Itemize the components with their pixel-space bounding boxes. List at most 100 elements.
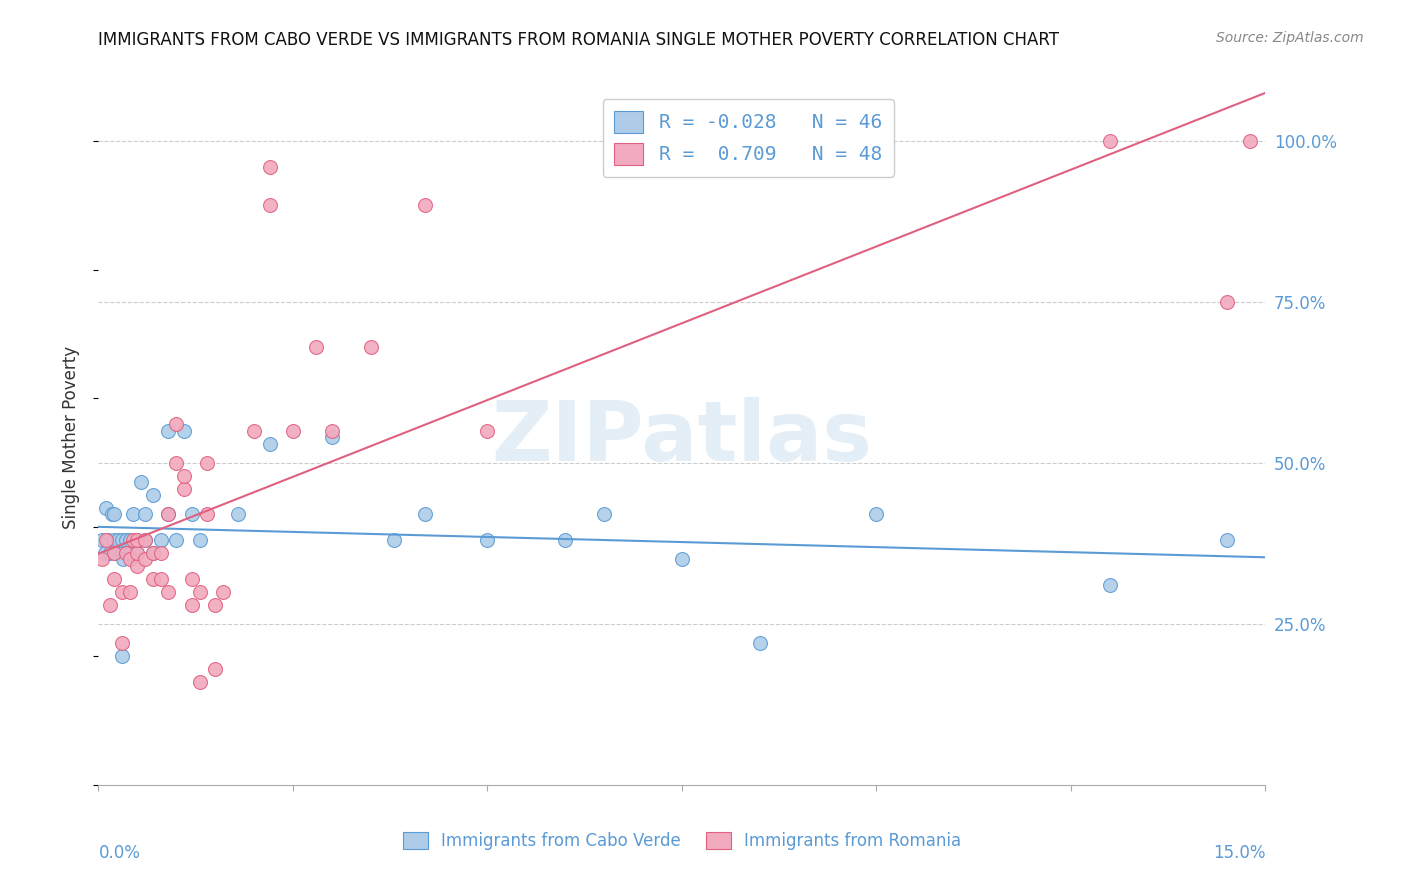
Point: [111, 533, 134, 548]
Point: [91, 552, 114, 566]
Point: [134, 533, 156, 548]
Text: 0.0%: 0.0%: [98, 844, 141, 862]
Point: [98, 598, 121, 612]
Point: [413, 508, 436, 522]
Point: [96, 533, 118, 548]
Point: [149, 546, 172, 560]
Point: [157, 508, 180, 522]
Point: [93, 546, 115, 560]
Point: [865, 508, 887, 522]
Point: [127, 533, 149, 548]
Point: [173, 482, 195, 496]
Point: [107, 533, 129, 548]
Point: [127, 558, 149, 573]
Point: [1098, 134, 1121, 148]
Point: [157, 424, 180, 438]
Text: ZIPatlas: ZIPatlas: [492, 397, 872, 477]
Point: [134, 533, 156, 548]
Point: [118, 552, 141, 566]
Text: 15.0%: 15.0%: [1213, 844, 1265, 862]
Point: [477, 424, 499, 438]
Point: [142, 546, 165, 560]
Point: [157, 584, 180, 599]
Point: [173, 424, 195, 438]
Point: [142, 572, 165, 586]
Point: [477, 533, 499, 548]
Point: [188, 584, 211, 599]
Point: [413, 198, 436, 212]
Point: [134, 552, 156, 566]
Point: [180, 598, 202, 612]
Point: [1215, 533, 1237, 548]
Point: [195, 508, 218, 522]
Text: IMMIGRANTS FROM CABO VERDE VS IMMIGRANTS FROM ROMANIA SINGLE MOTHER POVERTY CORR: IMMIGRANTS FROM CABO VERDE VS IMMIGRANTS…: [98, 31, 1059, 49]
Point: [554, 533, 576, 548]
Point: [188, 674, 211, 689]
Point: [180, 508, 202, 522]
Point: [382, 533, 405, 548]
Point: [1239, 134, 1261, 148]
Point: [111, 649, 134, 664]
Point: [91, 533, 114, 548]
Point: [142, 546, 165, 560]
Point: [305, 340, 328, 354]
Point: [1098, 578, 1121, 592]
Point: [149, 572, 172, 586]
Point: [118, 584, 141, 599]
Point: [671, 552, 693, 566]
Point: [180, 572, 202, 586]
Point: [114, 533, 136, 548]
Point: [149, 533, 172, 548]
Point: [165, 417, 187, 432]
Point: [173, 468, 195, 483]
Point: [165, 456, 187, 470]
Point: [281, 424, 304, 438]
Point: [827, 134, 849, 148]
Point: [360, 340, 382, 354]
Point: [114, 546, 136, 560]
Point: [104, 546, 127, 560]
Text: Source: ZipAtlas.com: Source: ZipAtlas.com: [1216, 31, 1364, 45]
Point: [98, 546, 121, 560]
Point: [97, 533, 120, 548]
Point: [120, 546, 142, 560]
Point: [127, 546, 149, 560]
Point: [321, 424, 343, 438]
Point: [195, 456, 218, 470]
Point: [228, 508, 250, 522]
Point: [748, 636, 770, 650]
Point: [103, 533, 125, 548]
Point: [157, 508, 180, 522]
Point: [134, 508, 156, 522]
Point: [122, 508, 145, 522]
Point: [103, 508, 125, 522]
Point: [127, 533, 149, 548]
Point: [127, 546, 149, 560]
Point: [122, 533, 145, 548]
Point: [243, 424, 266, 438]
Point: [129, 475, 152, 490]
Point: [103, 546, 125, 560]
Point: [1215, 294, 1237, 309]
Point: [118, 546, 141, 560]
Point: [118, 533, 141, 548]
Point: [593, 508, 616, 522]
Point: [259, 198, 281, 212]
Point: [112, 552, 135, 566]
Point: [96, 500, 118, 515]
Point: [321, 430, 343, 444]
Y-axis label: Single Mother Poverty: Single Mother Poverty: [62, 345, 80, 529]
Point: [103, 572, 125, 586]
Legend: Immigrants from Cabo Verde, Immigrants from Romania: Immigrants from Cabo Verde, Immigrants f…: [396, 825, 967, 856]
Point: [259, 436, 281, 450]
Point: [204, 662, 226, 676]
Point: [188, 533, 211, 548]
Point: [204, 598, 226, 612]
Point: [212, 584, 235, 599]
Point: [259, 160, 281, 174]
Point: [111, 584, 134, 599]
Point: [111, 636, 134, 650]
Point: [142, 488, 165, 502]
Point: [111, 546, 134, 560]
Point: [165, 533, 187, 548]
